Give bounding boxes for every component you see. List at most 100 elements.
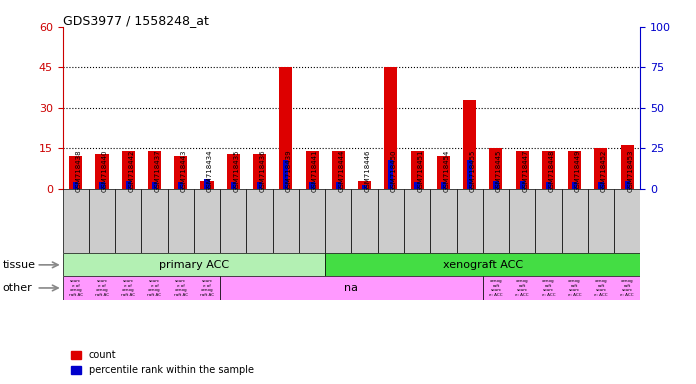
- Text: xenog
raft
sourc
e: ACC: xenog raft sourc e: ACC: [541, 279, 555, 297]
- Bar: [621, 146, 634, 189]
- Text: xenog
raft
sourc
e: ACC: xenog raft sourc e: ACC: [594, 279, 608, 297]
- Text: sourc
e of
xenog
raft AC: sourc e of xenog raft AC: [121, 279, 135, 297]
- Text: GSM718442: GSM718442: [128, 149, 134, 192]
- FancyBboxPatch shape: [115, 189, 141, 253]
- Text: GSM718434: GSM718434: [207, 149, 213, 192]
- Text: xenograft ACC: xenograft ACC: [443, 260, 523, 270]
- Text: GSM718453: GSM718453: [627, 149, 633, 192]
- Text: sourc
e of
xenog
raft AC: sourc e of xenog raft AC: [95, 279, 109, 297]
- Bar: [572, 182, 577, 189]
- Bar: [599, 182, 603, 189]
- Text: primary ACC: primary ACC: [159, 260, 229, 270]
- Bar: [415, 182, 420, 189]
- FancyBboxPatch shape: [220, 189, 246, 253]
- FancyBboxPatch shape: [273, 189, 299, 253]
- FancyBboxPatch shape: [194, 189, 220, 253]
- Bar: [279, 67, 292, 189]
- Text: sourc
e of
xenog
raft AC: sourc e of xenog raft AC: [200, 279, 214, 297]
- Bar: [95, 154, 109, 189]
- Text: other: other: [2, 283, 32, 293]
- FancyBboxPatch shape: [509, 189, 535, 253]
- Bar: [253, 154, 266, 189]
- Text: GSM718447: GSM718447: [522, 149, 528, 192]
- Text: GSM718445: GSM718445: [496, 149, 502, 192]
- Text: GSM718449: GSM718449: [575, 149, 580, 192]
- Bar: [519, 180, 525, 189]
- Text: GSM718455: GSM718455: [470, 149, 475, 192]
- Bar: [441, 182, 446, 189]
- Bar: [358, 180, 371, 189]
- Text: GSM718436: GSM718436: [260, 149, 266, 192]
- Bar: [230, 182, 236, 189]
- FancyBboxPatch shape: [483, 189, 509, 253]
- Text: GSM718437: GSM718437: [155, 149, 161, 192]
- FancyBboxPatch shape: [63, 276, 220, 300]
- Bar: [493, 180, 498, 189]
- Bar: [335, 182, 341, 189]
- Bar: [542, 151, 555, 189]
- Bar: [310, 182, 315, 189]
- Text: GSM718438: GSM718438: [76, 149, 81, 192]
- Bar: [69, 156, 82, 189]
- Bar: [148, 151, 161, 189]
- Legend: count, percentile rank within the sample: count, percentile rank within the sample: [68, 346, 258, 379]
- FancyBboxPatch shape: [220, 276, 483, 300]
- Text: GSM718448: GSM718448: [548, 149, 555, 192]
- Text: sourc
e of
xenog
raft AC: sourc e of xenog raft AC: [69, 279, 83, 297]
- Text: GSM718441: GSM718441: [312, 149, 318, 192]
- Bar: [126, 180, 131, 189]
- FancyBboxPatch shape: [246, 189, 273, 253]
- FancyBboxPatch shape: [562, 189, 588, 253]
- Bar: [257, 182, 262, 189]
- FancyBboxPatch shape: [457, 189, 483, 253]
- FancyBboxPatch shape: [483, 276, 640, 300]
- Bar: [100, 182, 104, 189]
- Bar: [362, 185, 367, 189]
- Text: GSM718444: GSM718444: [338, 149, 345, 192]
- FancyBboxPatch shape: [351, 189, 378, 253]
- FancyBboxPatch shape: [378, 189, 404, 253]
- FancyBboxPatch shape: [588, 189, 614, 253]
- Text: xenog
raft
sourc
e: ACC: xenog raft sourc e: ACC: [620, 279, 634, 297]
- Bar: [411, 151, 424, 189]
- Bar: [174, 156, 187, 189]
- Text: tissue: tissue: [2, 260, 35, 270]
- Text: GSM718450: GSM718450: [391, 149, 397, 192]
- FancyBboxPatch shape: [141, 189, 168, 253]
- FancyBboxPatch shape: [325, 253, 640, 276]
- Text: GSM718454: GSM718454: [443, 149, 450, 192]
- Bar: [437, 156, 450, 189]
- FancyBboxPatch shape: [89, 189, 115, 253]
- Bar: [388, 159, 393, 189]
- Text: xenog
raft
sourc
e: ACC: xenog raft sourc e: ACC: [515, 279, 529, 297]
- Bar: [463, 100, 476, 189]
- Bar: [489, 148, 503, 189]
- Bar: [152, 182, 157, 189]
- FancyBboxPatch shape: [535, 189, 562, 253]
- Text: xenog
raft
sourc
e: ACC: xenog raft sourc e: ACC: [489, 279, 503, 297]
- FancyBboxPatch shape: [430, 189, 457, 253]
- FancyBboxPatch shape: [614, 189, 640, 253]
- Text: GSM718435: GSM718435: [233, 149, 239, 192]
- Bar: [205, 179, 209, 189]
- Bar: [568, 151, 581, 189]
- Text: GSM718440: GSM718440: [102, 149, 108, 192]
- Bar: [306, 151, 319, 189]
- FancyBboxPatch shape: [63, 189, 89, 253]
- Bar: [594, 148, 608, 189]
- FancyBboxPatch shape: [168, 189, 194, 253]
- Text: GDS3977 / 1558248_at: GDS3977 / 1558248_at: [63, 14, 209, 27]
- Bar: [200, 180, 214, 189]
- Bar: [227, 154, 240, 189]
- Text: GSM718452: GSM718452: [601, 149, 607, 192]
- Text: GSM718439: GSM718439: [286, 149, 292, 192]
- FancyBboxPatch shape: [325, 189, 351, 253]
- Text: GSM718451: GSM718451: [417, 149, 423, 192]
- Bar: [178, 182, 184, 189]
- Text: na: na: [345, 283, 358, 293]
- Bar: [332, 151, 345, 189]
- Text: GSM718443: GSM718443: [181, 149, 187, 192]
- Bar: [546, 182, 551, 189]
- Bar: [384, 67, 397, 189]
- Text: xenog
raft
sourc
e: ACC: xenog raft sourc e: ACC: [568, 279, 581, 297]
